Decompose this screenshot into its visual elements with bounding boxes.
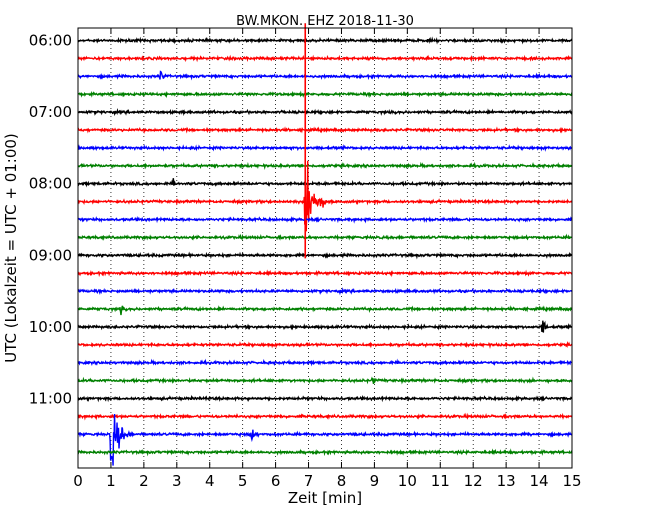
x-tick-label: 0 — [73, 472, 83, 490]
plot-frame — [77, 27, 573, 469]
x-tick-label: 6 — [271, 472, 281, 490]
x-tick-label: 1 — [106, 472, 116, 490]
trace-19 — [77, 376, 573, 385]
y-tick-label: 09:00 — [29, 246, 72, 264]
trace-18 — [77, 358, 573, 367]
grid-lines — [110, 28, 540, 468]
trace-14 — [77, 287, 573, 296]
trace-12 — [77, 251, 573, 260]
trace-2 — [77, 70, 573, 81]
trace-22 — [77, 414, 573, 466]
trace-6 — [77, 144, 573, 152]
x-axis: 0 1 2 3 4 5 6 7 8 9 10 11 12 13 14 15 — [73, 28, 582, 490]
x-tick-label: 2 — [139, 472, 149, 490]
trace-20 — [77, 394, 573, 403]
x-tick-label: 7 — [304, 472, 314, 490]
x-tick-label: 12 — [464, 472, 483, 490]
x-tick-label: 14 — [530, 472, 549, 490]
trace-1 — [77, 54, 573, 63]
y-tick-label: 07:00 — [29, 103, 72, 121]
trace-9 — [77, 160, 573, 232]
y-tick-label: 10:00 — [29, 318, 72, 336]
trace-13 — [77, 269, 573, 278]
y-axis: 06:00 07:00 08:00 09:00 10:00 11:00 — [29, 32, 572, 408]
x-tick-label: 13 — [497, 472, 516, 490]
trace-7 — [77, 161, 573, 170]
trace-23 — [77, 448, 573, 457]
x-tick-label: 3 — [172, 472, 182, 490]
trace-10 — [77, 215, 573, 224]
x-axis-label: Zeit [min] — [288, 489, 362, 507]
trace-8 — [77, 178, 573, 188]
x-tick-label: 9 — [370, 472, 380, 490]
trace-5 — [77, 126, 573, 135]
trace-15 — [77, 305, 573, 316]
trace-group — [77, 23, 573, 466]
y-tick-label: 06:00 — [29, 32, 72, 50]
trace-4 — [77, 108, 573, 117]
trace-17 — [77, 341, 573, 349]
trace-16 — [77, 320, 573, 333]
y-axis-label: UTC (Lokalzeit = UTC + 01:00) — [2, 133, 20, 363]
chart-title: BW.MKON..EHZ 2018-11-30 — [236, 14, 414, 29]
x-tick-label: 8 — [337, 472, 347, 490]
trace-11 — [77, 233, 573, 242]
trace-21 — [77, 412, 573, 421]
x-tick-label: 15 — [562, 472, 581, 490]
x-tick-label: 11 — [431, 472, 450, 490]
x-tick-label: 10 — [398, 472, 417, 490]
y-tick-label: 08:00 — [29, 175, 72, 193]
trace-0 — [77, 36, 573, 45]
trace-3 — [77, 90, 573, 99]
x-tick-label: 5 — [238, 472, 248, 490]
y-tick-label: 11:00 — [29, 390, 72, 408]
x-tick-label: 4 — [205, 472, 215, 490]
